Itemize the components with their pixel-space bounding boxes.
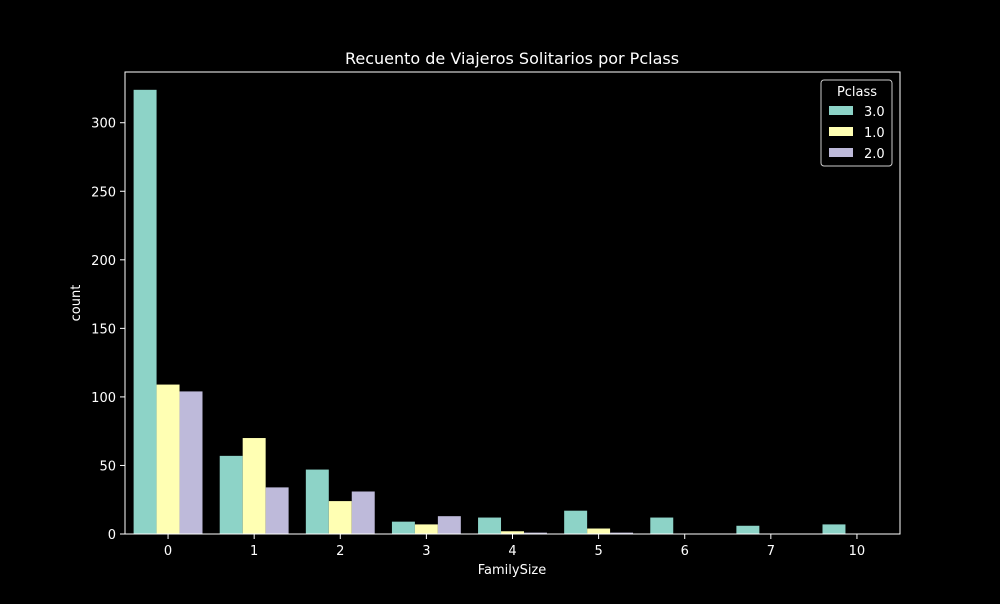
bar xyxy=(391,521,415,534)
x-tick-label: 10 xyxy=(849,544,866,559)
x-tick-label: 6 xyxy=(681,544,689,559)
x-tick-label: 1 xyxy=(250,544,258,559)
bar xyxy=(523,532,547,534)
bar xyxy=(414,524,438,534)
chart-title: Recuento de Viajeros Solitarios por Pcla… xyxy=(345,49,679,68)
x-tick-label: 7 xyxy=(767,544,775,559)
x-tick-label: 2 xyxy=(336,544,344,559)
bar xyxy=(242,438,266,534)
x-tick-label: 0 xyxy=(164,544,172,559)
legend-label: 1.0 xyxy=(864,126,885,141)
y-tick-label: 300 xyxy=(91,117,116,132)
bar xyxy=(437,516,461,534)
bar xyxy=(564,510,588,534)
legend-box xyxy=(820,79,893,167)
y-tick-label: 50 xyxy=(99,459,116,474)
y-axis-label: count xyxy=(69,285,84,322)
bar xyxy=(328,501,352,534)
x-axis-ticks: 0 1 2 3 4 5 6 7 10 xyxy=(164,534,865,559)
x-tick-label: 5 xyxy=(594,544,602,559)
bars-group xyxy=(133,89,846,534)
y-tick-label: 200 xyxy=(91,254,116,269)
y-tick-label: 0 xyxy=(108,528,116,543)
bar xyxy=(610,532,634,534)
bar xyxy=(265,487,289,534)
bar xyxy=(305,469,329,534)
legend-label: 3.0 xyxy=(864,105,885,120)
x-tick-label: 4 xyxy=(508,544,516,559)
bar xyxy=(156,384,180,534)
bar xyxy=(351,491,375,534)
y-tick-label: 250 xyxy=(91,185,116,200)
legend-swatch xyxy=(829,106,853,115)
legend-swatch xyxy=(829,127,853,136)
y-tick-label: 100 xyxy=(91,391,116,406)
bar xyxy=(133,89,157,534)
bar xyxy=(219,455,243,534)
bar xyxy=(736,525,760,534)
bar xyxy=(650,517,674,534)
legend-swatch xyxy=(829,148,853,157)
legend-items: 3.0 1.0 2.0 xyxy=(829,105,885,162)
legend-label: 2.0 xyxy=(864,147,885,162)
x-axis-label: FamilySize xyxy=(478,563,547,578)
bar xyxy=(501,531,524,534)
x-tick-label: 3 xyxy=(422,544,430,559)
bar xyxy=(179,391,203,534)
legend-title: Pclass xyxy=(837,85,877,100)
bar xyxy=(822,524,846,534)
legend: Pclass 3.0 1.0 2.0 xyxy=(820,79,893,167)
y-tick-label: 150 xyxy=(91,322,116,337)
y-axis-ticks: 0 50 100 150 200 250 300 xyxy=(91,117,125,543)
bar xyxy=(587,528,611,534)
bar xyxy=(478,517,502,534)
